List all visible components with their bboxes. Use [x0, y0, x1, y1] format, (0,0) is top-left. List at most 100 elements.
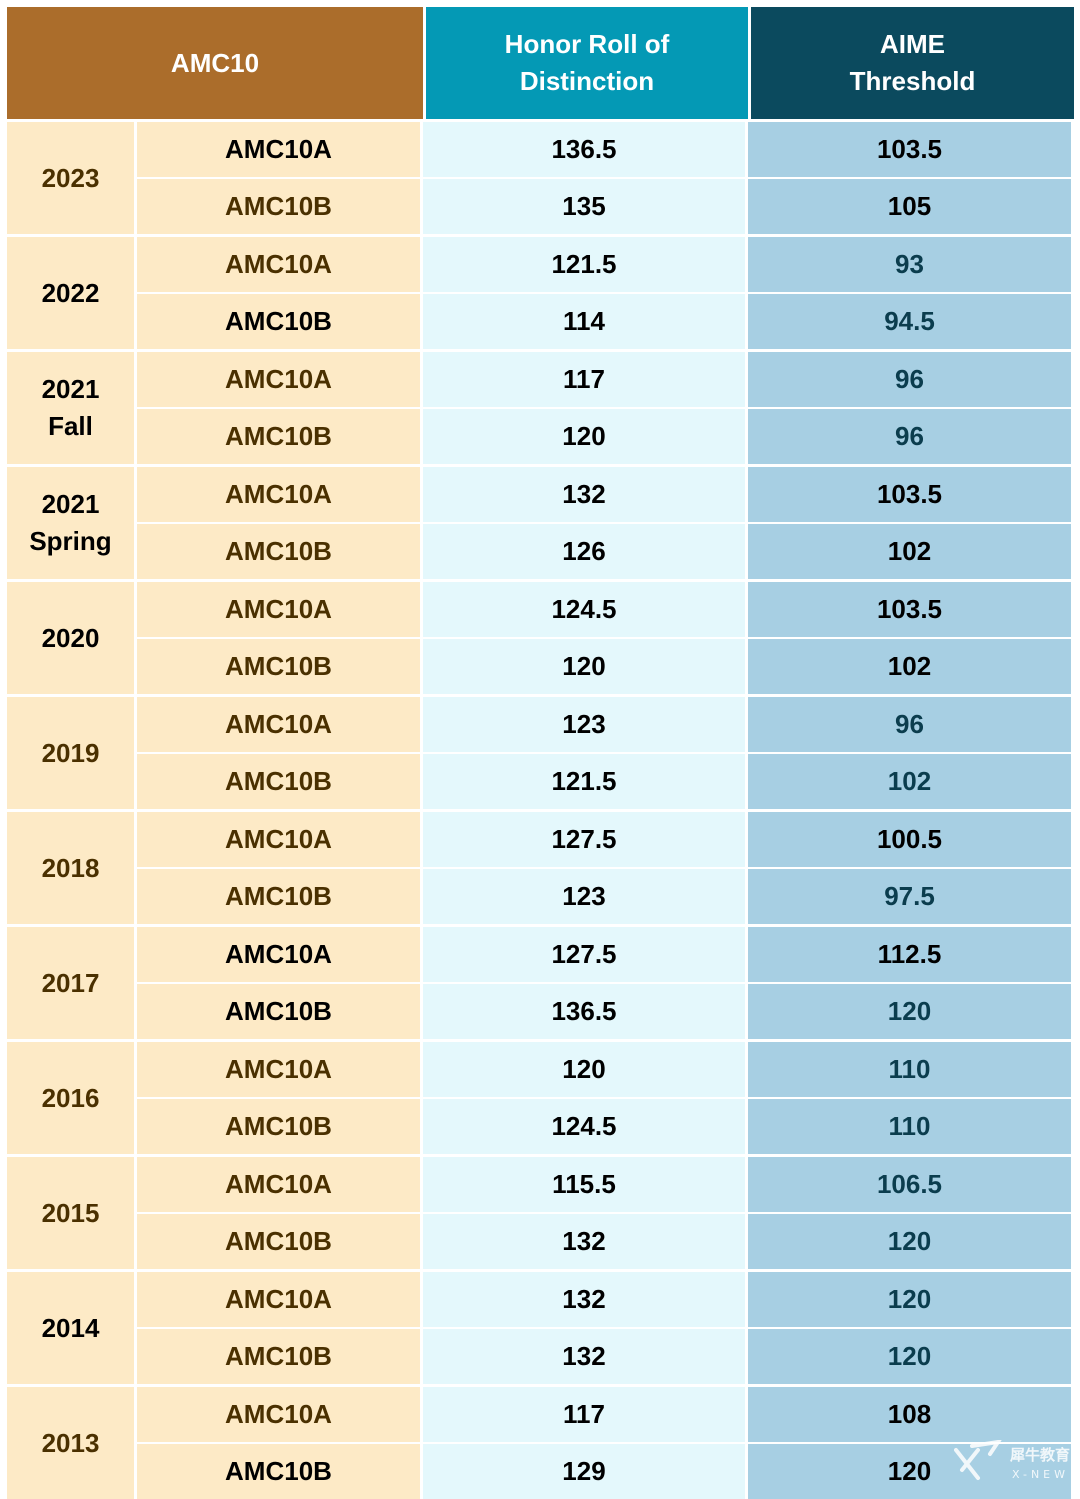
year-cell: 2016 [7, 1042, 134, 1154]
honor-roll-score-cell: 135 [423, 179, 745, 234]
honor-roll-score-cell: 126 [423, 524, 745, 579]
table-row: AMC10A 121.5 93 [137, 237, 1074, 292]
exam-rows: AMC10A 120 110 AMC10B 124.5 110 [137, 1042, 1074, 1154]
aime-threshold-cell: 106.5 [748, 1157, 1071, 1212]
year-group-row: 2017 AMC10A 127.5 112.5 AMC10B 136.5 120 [7, 927, 1074, 1039]
year-cell: 2022 [7, 237, 134, 349]
exam-name-cell: AMC10A [137, 1387, 420, 1442]
year-group-row: 2013 AMC10A 117 108 AMC10B 129 120 [7, 1387, 1074, 1499]
exam-name-cell: AMC10B [137, 1329, 420, 1384]
exam-rows: AMC10A 136.5 103.5 AMC10B 135 105 [137, 122, 1074, 234]
table-row: AMC10A 120 110 [137, 1042, 1074, 1097]
honor-roll-score-cell: 132 [423, 467, 745, 522]
table-row: AMC10B 123 97.5 [137, 869, 1074, 924]
year-group-row: 2016 AMC10A 120 110 AMC10B 124.5 110 [7, 1042, 1074, 1154]
exam-rows: AMC10A 123 96 AMC10B 121.5 102 [137, 697, 1074, 809]
aime-threshold-cell: 120 [748, 1272, 1071, 1327]
header-exam: AMC10 [7, 7, 423, 119]
exam-rows: AMC10A 127.5 100.5 AMC10B 123 97.5 [137, 812, 1074, 924]
logo-stroke-2 [960, 1448, 980, 1472]
aime-threshold-cell: 96 [748, 409, 1071, 464]
table-row: AMC10A 132 103.5 [137, 467, 1074, 522]
table-row: AMC10B 126 102 [137, 524, 1074, 579]
aime-threshold-cell: 120 [748, 984, 1071, 1039]
honor-roll-score-cell: 124.5 [423, 1099, 745, 1154]
aime-threshold-cell: 102 [748, 524, 1071, 579]
honor-roll-score-cell: 132 [423, 1272, 745, 1327]
table-row: AMC10B 132 120 [137, 1329, 1074, 1384]
table-row: AMC10A 115.5 106.5 [137, 1157, 1074, 1212]
table-row: AMC10B 132 120 [137, 1214, 1074, 1269]
aime-threshold-cell: 110 [748, 1042, 1071, 1097]
table-body: 2023 AMC10A 136.5 103.5 AMC10B 135 105 2022 AMC1… [7, 122, 1074, 1499]
year-group-row: 2021 Spring AMC10A 132 103.5 AMC10B 126 102 [7, 467, 1074, 579]
honor-roll-score-cell: 121.5 [423, 754, 745, 809]
aime-threshold-cell: 96 [748, 697, 1071, 752]
year-group-row: 2014 AMC10A 132 120 AMC10B 132 120 [7, 1272, 1074, 1384]
aime-threshold-cell: 102 [748, 754, 1071, 809]
exam-name-cell: AMC10A [137, 467, 420, 522]
exam-name-cell: AMC10B [137, 984, 420, 1039]
honor-roll-score-cell: 136.5 [423, 984, 745, 1039]
year-cell: 2014 [7, 1272, 134, 1384]
table-row: AMC10B 136.5 120 [137, 984, 1074, 1039]
honor-roll-score-cell: 127.5 [423, 927, 745, 982]
table-row: AMC10A 117 108 [137, 1387, 1074, 1442]
exam-name-cell: AMC10B [137, 1099, 420, 1154]
aime-threshold-cell: 120 [748, 1329, 1071, 1384]
cutoff-table: AMC10 Honor Roll of Distinction AIME Thr… [7, 7, 1074, 1499]
aime-threshold-cell: 105 [748, 179, 1071, 234]
year-cell: 2015 [7, 1157, 134, 1269]
table-row: AMC10B 120 96 [137, 409, 1074, 464]
exam-rows: AMC10A 124.5 103.5 AMC10B 120 102 [137, 582, 1074, 694]
honor-roll-score-cell: 124.5 [423, 582, 745, 637]
aime-threshold-cell: 103.5 [748, 467, 1071, 522]
table-header: AMC10 Honor Roll of Distinction AIME Thr… [7, 7, 1074, 119]
year-cell: 2013 [7, 1387, 134, 1499]
exam-name-cell: AMC10A [137, 582, 420, 637]
exam-name-cell: AMC10A [137, 1272, 420, 1327]
year-group-row: 2023 AMC10A 136.5 103.5 AMC10B 135 105 [7, 122, 1074, 234]
aime-threshold-cell: 108 [748, 1387, 1071, 1442]
year-group-row: 2022 AMC10A 121.5 93 AMC10B 114 94.5 [7, 237, 1074, 349]
exam-name-cell: AMC10A [137, 697, 420, 752]
year-cell: 2018 [7, 812, 134, 924]
exam-name-cell: AMC10A [137, 812, 420, 867]
table-row: AMC10B 120 102 [137, 639, 1074, 694]
aime-threshold-cell: 110 [748, 1099, 1071, 1154]
honor-roll-score-cell: 117 [423, 352, 745, 407]
aime-threshold-cell: 94.5 [748, 294, 1071, 349]
honor-roll-score-cell: 115.5 [423, 1157, 745, 1212]
exam-name-cell: AMC10A [137, 237, 420, 292]
year-cell: 2023 [7, 122, 134, 234]
exam-name-cell: AMC10B [137, 409, 420, 464]
year-group-row: 2019 AMC10A 123 96 AMC10B 121.5 102 [7, 697, 1074, 809]
honor-roll-score-cell: 114 [423, 294, 745, 349]
exam-name-cell: AMC10B [137, 869, 420, 924]
table-row: AMC10B 114 94.5 [137, 294, 1074, 349]
exam-name-cell: AMC10B [137, 1214, 420, 1269]
exam-name-cell: AMC10A [137, 122, 420, 177]
table-row: AMC10A 124.5 103.5 [137, 582, 1074, 637]
exam-name-cell: AMC10B [137, 179, 420, 234]
aime-threshold-cell: 120 [748, 1214, 1071, 1269]
aime-threshold-cell: 102 [748, 639, 1071, 694]
watermark-text: 犀牛教育 [1009, 1446, 1070, 1464]
exam-rows: AMC10A 121.5 93 AMC10B 114 94.5 [137, 237, 1074, 349]
year-group-row: 2018 AMC10A 127.5 100.5 AMC10B 123 97.5 [7, 812, 1074, 924]
aime-threshold-cell: 100.5 [748, 812, 1071, 867]
year-cell: 2020 [7, 582, 134, 694]
year-cell: 2021 Fall [7, 352, 134, 464]
table-row: AMC10B 124.5 110 [137, 1099, 1074, 1154]
watermark-logo: 犀牛教育 X-NEW [954, 1440, 1070, 1481]
exam-name-cell: AMC10A [137, 927, 420, 982]
honor-roll-score-cell: 120 [423, 639, 745, 694]
year-cell: 2021 Spring [7, 467, 134, 579]
honor-roll-score-cell: 121.5 [423, 237, 745, 292]
table-row: AMC10A 136.5 103.5 [137, 122, 1074, 177]
aime-threshold-cell: 97.5 [748, 869, 1071, 924]
exam-name-cell: AMC10A [137, 1157, 420, 1212]
table-row: AMC10B 121.5 102 [137, 754, 1074, 809]
logo-stroke-3 [970, 1440, 1002, 1456]
exam-name-cell: AMC10A [137, 352, 420, 407]
